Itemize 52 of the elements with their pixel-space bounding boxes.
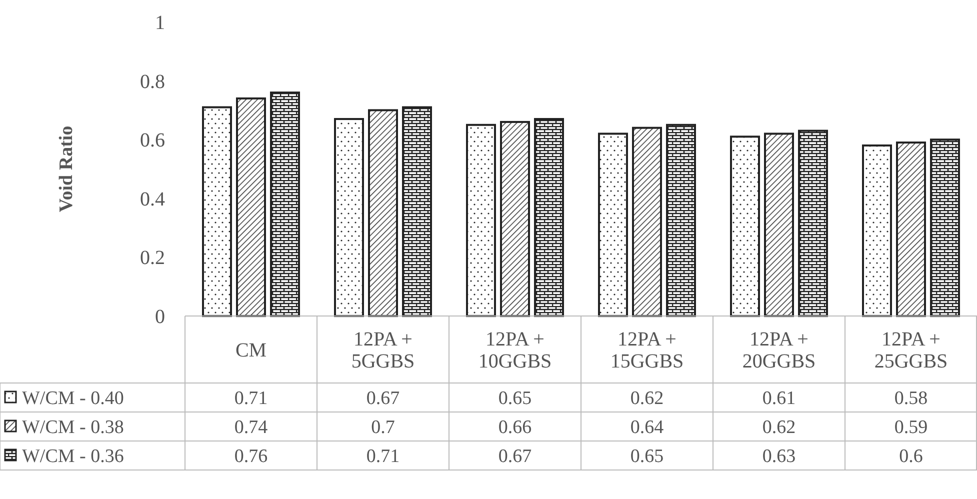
bar: [236, 97, 266, 317]
x-tick-label: 12PA + 20GGBS: [742, 328, 816, 372]
data-label: 0.67: [498, 446, 532, 468]
y-tick-label: 0.2: [140, 247, 165, 270]
data-label: 0.61: [762, 388, 796, 410]
y-tick-label: 1: [155, 12, 165, 34]
data-label: 0.71: [234, 388, 268, 410]
x-tick-label: 12PA + 15GGBS: [610, 328, 684, 372]
x-tick-label: 12PA + 10GGBS: [478, 328, 552, 372]
bar: [632, 126, 662, 317]
y-tick-label: 0.6: [140, 130, 165, 152]
data-label: 0.63: [762, 446, 796, 468]
bar: [598, 132, 628, 317]
bar: [896, 142, 926, 317]
bar: [534, 118, 564, 317]
data-label: 0.71: [366, 446, 400, 468]
data-label: 0.74: [234, 417, 268, 438]
data-label: 0.62: [762, 417, 796, 438]
legend-label: W/CM - 0.38: [22, 417, 124, 438]
x-tick-label: 12PA + 5GGBS: [351, 328, 415, 372]
data-label: 0.7: [371, 417, 395, 438]
data-label: 0.66: [498, 417, 532, 438]
y-tick-label: 0: [155, 306, 165, 328]
y-tick-label: 0.8: [140, 70, 165, 93]
data-label: 0.62: [630, 388, 664, 410]
data-label: 0.6: [899, 446, 923, 468]
legend-label: W/CM - 0.40: [22, 388, 124, 410]
bar: [930, 138, 960, 317]
data-label: 0.65: [498, 388, 532, 410]
bar: [862, 144, 892, 317]
y-axis-title: Void Ratio: [56, 126, 77, 212]
data-label: 0.58: [894, 388, 928, 410]
bar: [666, 124, 696, 317]
data-label: 0.67: [366, 388, 400, 410]
data-label: 0.76: [234, 446, 268, 468]
data-label: 0.65: [630, 446, 664, 468]
bar: [798, 130, 828, 317]
data-label: 0.59: [894, 417, 928, 438]
bar: [270, 92, 300, 317]
bar: [500, 120, 530, 317]
bar: [402, 106, 432, 317]
y-tick-label: 0.4: [140, 188, 165, 210]
bar: [466, 124, 496, 317]
bar: [764, 132, 794, 317]
bar: [368, 109, 398, 317]
x-tick-label: 12PA + 25GGBS: [874, 328, 948, 372]
bar: [334, 118, 364, 317]
x-tick-label: CM: [235, 340, 267, 362]
data-label: 0.64: [630, 417, 664, 438]
legend-label: W/CM - 0.36: [22, 446, 124, 468]
bar: [202, 106, 232, 317]
bar: [730, 136, 760, 317]
